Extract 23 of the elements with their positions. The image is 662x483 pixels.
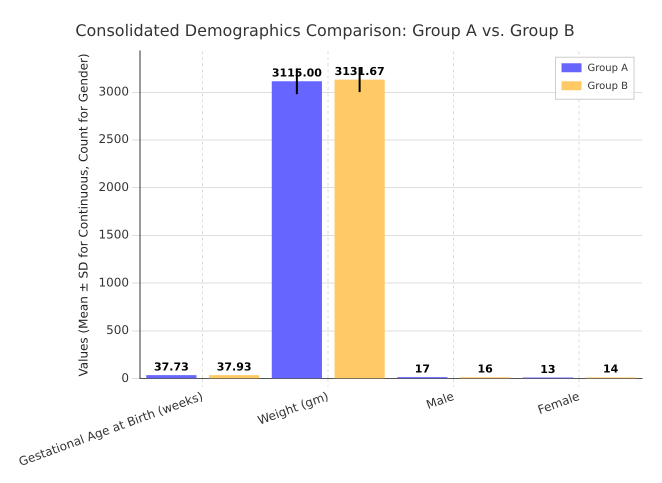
chart-title: Consolidated Demographics Comparison: Group A vs. Group B	[75, 20, 575, 40]
data-label: 13	[540, 362, 556, 376]
x-tick-label: Female	[536, 389, 582, 418]
y-tick-label: 2500	[98, 132, 129, 146]
bar	[272, 81, 322, 378]
data-label: 16	[477, 362, 494, 376]
bar	[209, 375, 260, 378]
data-label: 37.93	[216, 360, 252, 374]
y-tick-label: 500	[106, 323, 129, 338]
data-label: 17	[414, 362, 430, 376]
y-tick-label: 1000	[98, 275, 129, 290]
data-label: 37.73	[154, 360, 189, 374]
y-tick-label: 1500	[98, 228, 129, 242]
legend-label: Group B	[588, 80, 628, 92]
bar	[146, 375, 196, 378]
data-label: 14	[602, 362, 619, 376]
y-axis-title: Values (Mean ± SD for Continuous, Count for Gender)	[76, 53, 90, 377]
bar	[334, 80, 385, 378]
y-tick-label: 2000	[98, 180, 129, 194]
legend-label: Group A	[588, 62, 628, 74]
x-tick-label: Male	[424, 389, 456, 412]
y-tick-label: 3000	[98, 84, 129, 98]
y-tick-label: 0	[121, 370, 129, 385]
